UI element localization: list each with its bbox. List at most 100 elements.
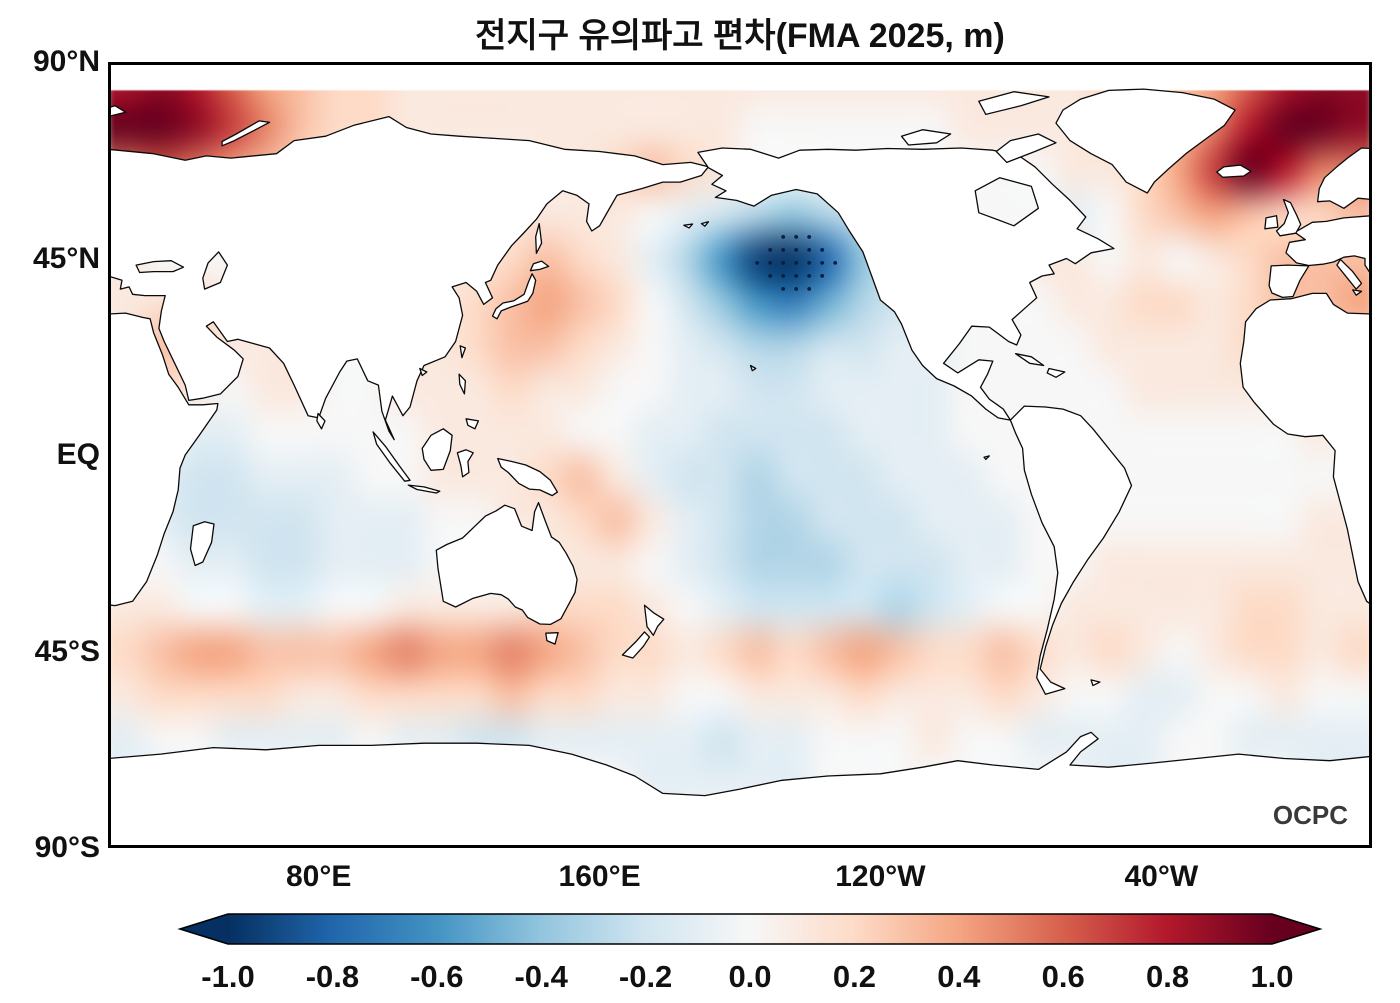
landmass-iberia <box>1268 264 1310 299</box>
landmass-sumatra <box>372 431 411 482</box>
stipple-dot <box>768 273 773 278</box>
landmass-borneo <box>421 428 453 471</box>
landmass-falklands <box>1090 679 1101 687</box>
landmass-aleutian-2 <box>700 221 710 227</box>
x-axis-label: 40°W <box>1124 860 1199 893</box>
landmass-north-america <box>697 147 1115 421</box>
y-axis-label: 90°N <box>32 45 100 78</box>
landmass-italy <box>1336 258 1363 290</box>
colorbar-tick-labels: -1.0 -0.8 -0.6 -0.4 -0.2 0.0 0.2 0.4 0.6 0.8 1.0 <box>201 959 1293 994</box>
y-axis-label: 45°N <box>32 241 100 275</box>
landmass-madagascar <box>189 521 215 567</box>
colorbar: -1.0 -0.8 -0.6 -0.4 -0.2 0.0 0.2 0.4 0.6 0.8 1.0 <box>177 913 1323 994</box>
landmass-hawaii <box>749 364 757 372</box>
chart-title: 전지구 유의파고 편차(FMA 2025, m) <box>475 17 1005 55</box>
colorbar-tick-label: -0.4 <box>514 959 568 994</box>
colorbar-tick-label: 0.0 <box>728 959 771 994</box>
stipple-dot <box>807 273 812 278</box>
landmass-sri-lanka <box>316 412 326 430</box>
stipple-dot <box>794 234 799 239</box>
y-axis-label: EQ <box>56 438 100 471</box>
colorbar-gradient <box>228 914 1272 944</box>
landmass-ireland <box>1264 215 1279 230</box>
stipple-dot <box>768 247 773 252</box>
landmass-eurasia <box>108 115 710 441</box>
landmass-hokkaido <box>529 260 550 272</box>
landmass-novaya-zemlya <box>221 120 271 147</box>
colorbar-outline <box>177 913 1323 945</box>
landmass-nz-north <box>643 604 665 636</box>
stipple-dot <box>807 260 812 265</box>
landmass-sulawesi <box>456 449 474 478</box>
stipple-dot <box>807 286 812 291</box>
stipple-dot <box>807 247 812 252</box>
stipple-dot <box>794 286 799 291</box>
landmass-europe-west <box>1285 215 1372 277</box>
colorbar-right-arrow <box>1272 914 1320 944</box>
significance-stipple-dots <box>755 234 838 291</box>
colorbar-tick-label: -0.6 <box>410 959 463 994</box>
landmass-hainan <box>419 367 428 377</box>
landmass-antarctica <box>108 731 1372 848</box>
x-axis-label: 80°E <box>285 860 352 893</box>
landmass-ellesmere <box>978 91 1050 116</box>
landmass-greenland <box>1055 88 1236 194</box>
coastline-land-layer <box>108 88 1372 848</box>
landmass-scandinavia <box>1316 147 1372 209</box>
landmass-cuba <box>1014 353 1045 367</box>
x-axis-label: 120°W <box>835 860 926 893</box>
stipple-dot <box>781 234 786 239</box>
stipple-dot <box>755 260 760 265</box>
colorbar-tick-label: 0.8 <box>1146 959 1189 994</box>
stipple-dot <box>781 286 786 291</box>
stipple-dot <box>807 234 812 239</box>
landmass-tasmania <box>545 632 559 645</box>
colorbar-tick-label: 0.2 <box>833 959 876 994</box>
landmass-africa-east <box>108 312 219 607</box>
stipple-dot <box>820 247 825 252</box>
stipple-dot <box>794 260 799 265</box>
stipple-dot <box>794 247 799 252</box>
landmass-nz-south <box>621 631 651 659</box>
colorbar-tick-label: 0.6 <box>1042 959 1085 994</box>
y-axis-label: 45°S <box>34 634 100 668</box>
landmass-australia <box>435 501 578 626</box>
landmass-java <box>407 484 441 494</box>
stipple-dot <box>833 260 838 265</box>
stipple-dot <box>781 273 786 278</box>
landmass-south-america <box>1009 405 1133 695</box>
x-axis-label: 160°E <box>558 860 641 893</box>
landmass-new-guinea <box>497 457 559 497</box>
landmass-iceland <box>1216 164 1252 178</box>
colorbar-tick-label: -0.8 <box>306 959 359 994</box>
stipple-dot <box>820 273 825 278</box>
map-border <box>108 62 1372 848</box>
stipple-dot <box>781 260 786 265</box>
landmass-sicily <box>1352 289 1363 296</box>
colorbar-tick-label: -0.2 <box>619 959 672 994</box>
landmass-aleutian-1 <box>683 223 694 229</box>
stipple-dot <box>781 247 786 252</box>
map-overlay-svg: OCPC <box>108 62 1372 848</box>
landmass-mindanao <box>465 418 480 430</box>
watermark-text: OCPC <box>1273 800 1348 830</box>
landmass-galapagos <box>983 455 990 461</box>
landmass-africa-west <box>1239 292 1372 606</box>
landmass-taiwan <box>459 345 467 359</box>
colorbar-tick-label: 1.0 <box>1250 959 1293 994</box>
stipple-dot <box>794 273 799 278</box>
landmass-luzon <box>458 373 467 395</box>
landmass-baffin <box>995 133 1057 164</box>
landmass-victoria-island <box>900 129 952 146</box>
landmass-sakhalin <box>535 222 543 254</box>
landmass-hispaniola <box>1046 367 1066 378</box>
landmass-svalbard <box>108 105 127 118</box>
colorbar-tick-label: 0.4 <box>937 959 981 994</box>
landmass-honshu <box>491 273 537 320</box>
stipple-dot <box>820 260 825 265</box>
stipple-dot <box>768 260 773 265</box>
colorbar-tick-label: -1.0 <box>201 959 254 994</box>
y-axis-label: 90°S <box>34 831 100 864</box>
landmass-britain <box>1275 198 1302 237</box>
